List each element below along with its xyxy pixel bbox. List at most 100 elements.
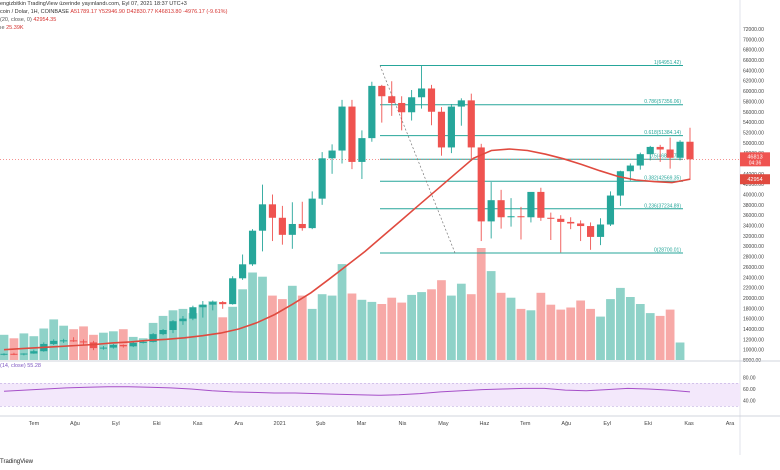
candle-body [60, 340, 68, 342]
volume-bar [307, 308, 317, 360]
rsi-tick-label: 40.00 [743, 399, 756, 405]
candle-body [298, 223, 306, 229]
price-tick-label: 18000.00 [743, 306, 764, 312]
volume-bar [675, 342, 685, 360]
volume-bar [347, 293, 357, 360]
candle-body [199, 304, 207, 308]
candle-body [517, 216, 525, 218]
time-tick-label: 2021 [274, 421, 286, 427]
price-tick-label: 20000.00 [743, 296, 764, 302]
volume-bar [596, 316, 605, 360]
volume-bar [566, 307, 576, 360]
candle-body [308, 198, 316, 229]
price-tick-label: 52000.00 [743, 130, 764, 136]
volume-bar [0, 334, 9, 360]
volume-bar [476, 248, 486, 360]
price-tick-label: 16000.00 [743, 317, 764, 323]
volume-bar [367, 301, 377, 360]
volume-bar [427, 289, 436, 360]
candle-body [567, 221, 575, 224]
volume-bar [526, 310, 536, 360]
rsi-line [3, 386, 691, 396]
volume-bar [496, 292, 506, 360]
price-tick-label: 62000.00 [743, 79, 764, 85]
candle-body [189, 307, 197, 319]
time-tick-label: Ağu [70, 421, 80, 427]
candle-body [596, 224, 605, 237]
ma-price-badge-value: 42954 [747, 177, 762, 183]
volume-bar [238, 289, 247, 360]
time-tick-label: Ara [726, 421, 736, 427]
candle-body [278, 217, 286, 235]
price-tick-label: 72000.00 [743, 27, 764, 33]
candle-body [159, 330, 167, 335]
ma-indicator-legend[interactable]: (20, close, 0) 42954.35 [0, 17, 56, 23]
volume-bar [297, 295, 307, 360]
volume-label: ıe [0, 25, 5, 31]
price-tick-label: 28000.00 [743, 255, 764, 261]
candle-body [408, 97, 416, 113]
symbol-label: coin / Dolar, 1H, COINBASE [0, 9, 70, 15]
volume-bar [665, 309, 675, 360]
volume-indicator-legend[interactable]: ıe 25.39K [0, 25, 24, 31]
volume-bar [198, 304, 208, 360]
rsi-tick-label: 60.00 [743, 387, 756, 393]
volume-bar [128, 336, 138, 360]
volume-bar [407, 294, 416, 360]
candle-body [487, 200, 495, 222]
rsi-legend[interactable]: (14, close) 55.28 [0, 363, 41, 369]
volume-bar [625, 297, 635, 360]
tradingview-brand[interactable]: TradingView [0, 459, 34, 465]
price-tick-label: 26000.00 [743, 265, 764, 271]
time-tick-label: Kas [684, 421, 694, 427]
volume-bar [357, 299, 367, 360]
volume-bar [258, 276, 267, 360]
volume-value: 25.39K [6, 25, 24, 31]
time-tick-label: Ara [234, 421, 244, 427]
volume-bar [397, 302, 407, 360]
candle-body [447, 106, 455, 148]
candle-body [50, 340, 58, 344]
last-price-badge [740, 152, 770, 167]
volume-bar [437, 280, 446, 360]
candle-body [497, 200, 505, 218]
time-tick-label: Mar [357, 421, 367, 427]
candle-body [626, 165, 634, 172]
candle-body [646, 146, 654, 155]
fib-level-label: 0.236(37234.89) [644, 203, 681, 209]
volume-bar [69, 329, 78, 360]
candle-body [70, 340, 78, 342]
candle-body [437, 111, 446, 148]
ohlc-values: A51789.17 Y52946.90 D42830.77 K46813.80 … [70, 9, 228, 15]
candle-body [109, 345, 117, 348]
candle-body [467, 100, 475, 148]
volume-bar [178, 308, 188, 360]
candle-body [30, 351, 38, 354]
fib-level-label: 0.382(42569.35) [644, 176, 681, 182]
candle-body [0, 353, 8, 355]
candle-body [119, 345, 127, 347]
price-tick-label: 22000.00 [743, 286, 764, 292]
candle-body [686, 141, 694, 160]
symbol-ohlc-line: coin / Dolar, 1H, COINBASE A51789.17 Y52… [0, 9, 227, 15]
volume-bar [456, 283, 466, 360]
volume-bar [327, 295, 337, 360]
time-tick-label: Ağu [561, 421, 571, 427]
candle-body [338, 106, 346, 151]
candle-body [378, 85, 386, 97]
price-tick-label: 42000.00 [743, 182, 764, 188]
volume-bar [486, 271, 496, 360]
price-tick-label: 38000.00 [743, 203, 764, 209]
volume-bar [19, 333, 29, 360]
volume-bar [466, 294, 476, 360]
candle-body [358, 138, 366, 162]
candle-body [577, 223, 585, 227]
candle-body [676, 141, 684, 158]
ma-value: 42954.35 [33, 17, 57, 23]
volume-bar [616, 287, 625, 360]
volume-bar [317, 294, 327, 360]
time-tick-label: May [438, 421, 449, 427]
volume-bar [218, 317, 228, 360]
candle-body [149, 334, 157, 342]
